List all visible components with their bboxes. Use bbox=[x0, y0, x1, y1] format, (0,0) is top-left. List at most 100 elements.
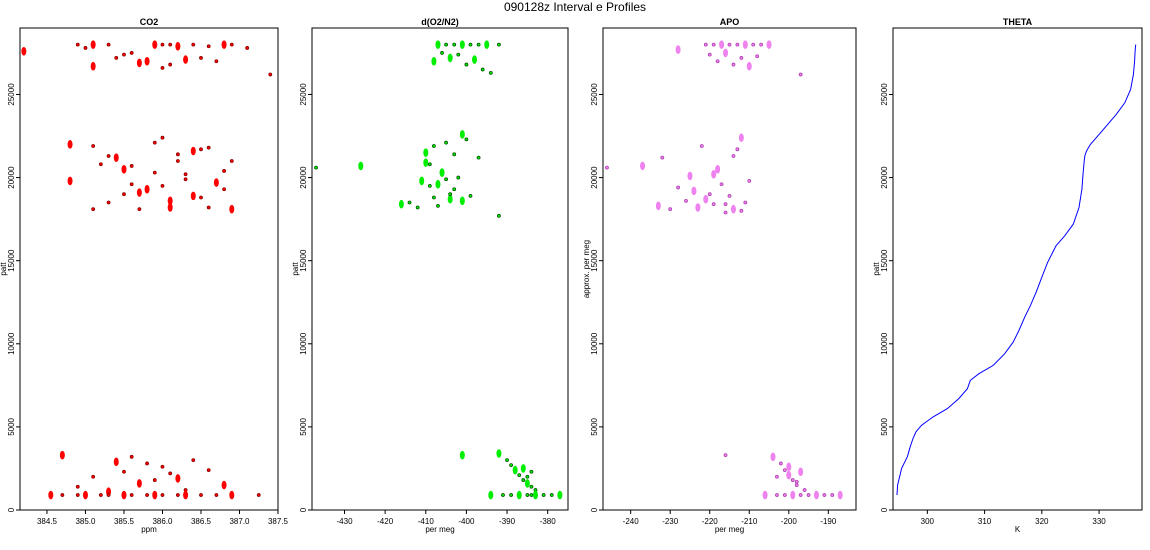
y-axis-title: patt bbox=[0, 262, 8, 276]
data-point bbox=[730, 204, 736, 214]
data-point bbox=[822, 493, 827, 497]
y-tick-label: 10000 bbox=[7, 332, 16, 355]
data-point bbox=[152, 170, 157, 175]
data-point bbox=[459, 450, 465, 460]
data-point bbox=[245, 46, 250, 50]
y-tick-label: 25000 bbox=[299, 83, 308, 106]
data-point bbox=[432, 195, 436, 200]
y-tick-label: 0 bbox=[880, 507, 889, 512]
data-point bbox=[440, 51, 444, 55]
data-point bbox=[229, 490, 235, 500]
data-point bbox=[67, 176, 73, 186]
panel-title: APO bbox=[720, 17, 740, 27]
data-point bbox=[175, 493, 180, 497]
x-tick-label: -240 bbox=[623, 517, 640, 526]
data-point bbox=[711, 42, 716, 47]
data-point bbox=[256, 493, 261, 497]
data-point bbox=[747, 179, 752, 183]
data-point bbox=[206, 44, 211, 49]
data-point bbox=[509, 463, 514, 468]
data-point bbox=[206, 468, 211, 473]
data-point bbox=[456, 175, 461, 180]
data-point bbox=[144, 184, 150, 194]
data-point bbox=[160, 464, 165, 469]
y-tick-label: 0 bbox=[7, 507, 16, 512]
data-point bbox=[766, 40, 772, 49]
data-point bbox=[731, 154, 736, 158]
data-point bbox=[129, 493, 134, 497]
data-point bbox=[813, 490, 819, 500]
data-point bbox=[496, 449, 502, 458]
x-tick-label: 384.5 bbox=[37, 517, 58, 526]
data-point bbox=[168, 42, 173, 47]
data-point bbox=[436, 203, 440, 208]
data-point bbox=[480, 67, 485, 72]
data-point bbox=[452, 152, 457, 157]
y-tick-label: 15000 bbox=[7, 249, 16, 272]
data-point bbox=[152, 490, 158, 500]
x-tick-label: 330 bbox=[1092, 517, 1106, 526]
data-point bbox=[476, 42, 481, 47]
data-point bbox=[415, 205, 420, 210]
data-point bbox=[144, 56, 150, 66]
data-point bbox=[751, 42, 756, 47]
data-point bbox=[113, 153, 119, 162]
data-point bbox=[762, 490, 768, 500]
data-point bbox=[152, 140, 157, 145]
data-point bbox=[121, 490, 127, 500]
data-point bbox=[122, 469, 126, 474]
data-point bbox=[122, 52, 126, 57]
data-point bbox=[711, 169, 717, 179]
data-point bbox=[106, 42, 111, 47]
data-point bbox=[447, 194, 453, 204]
data-point bbox=[798, 72, 803, 77]
data-point bbox=[75, 42, 80, 47]
x-tick-label: -390 bbox=[499, 517, 516, 526]
data-point bbox=[447, 53, 453, 63]
data-point bbox=[121, 164, 127, 174]
data-area bbox=[605, 40, 843, 500]
data-point bbox=[83, 46, 88, 50]
data-point bbox=[407, 200, 412, 205]
data-point bbox=[759, 42, 764, 47]
data-point bbox=[707, 52, 712, 57]
data-point bbox=[529, 484, 534, 489]
data-point bbox=[735, 147, 740, 152]
data-point bbox=[221, 40, 227, 49]
data-point bbox=[67, 140, 73, 149]
data-point bbox=[199, 147, 203, 152]
data-point bbox=[90, 61, 96, 71]
data-point bbox=[738, 133, 744, 142]
y-tick-label: 20000 bbox=[880, 166, 889, 189]
data-point bbox=[739, 56, 744, 60]
y-axis-title: approx. per meg bbox=[582, 240, 591, 298]
data-point bbox=[786, 462, 792, 472]
x-tick-label: -200 bbox=[781, 517, 798, 526]
data-point bbox=[222, 169, 226, 173]
data-point bbox=[82, 490, 88, 500]
data-point bbox=[152, 40, 158, 49]
y-tick-label: 0 bbox=[299, 507, 308, 512]
data-point bbox=[129, 51, 134, 55]
data-point bbox=[206, 205, 211, 210]
data-point bbox=[160, 42, 165, 47]
data-point bbox=[472, 55, 478, 64]
y-tick-label: 15000 bbox=[590, 249, 599, 272]
y-tick-label: 5000 bbox=[299, 417, 308, 435]
data-point bbox=[676, 185, 681, 190]
data-point bbox=[516, 490, 522, 500]
data-point bbox=[427, 162, 432, 167]
data-point bbox=[91, 207, 96, 212]
data-point bbox=[727, 193, 732, 198]
data-point bbox=[684, 198, 688, 203]
data-point bbox=[444, 177, 448, 182]
data-point bbox=[497, 213, 501, 218]
x-tick-label: -230 bbox=[662, 517, 679, 526]
data-point bbox=[715, 164, 721, 174]
data-point bbox=[464, 62, 469, 67]
plot-frame bbox=[19, 27, 279, 511]
panel-title: CO2 bbox=[140, 17, 159, 27]
data-point bbox=[703, 194, 709, 204]
